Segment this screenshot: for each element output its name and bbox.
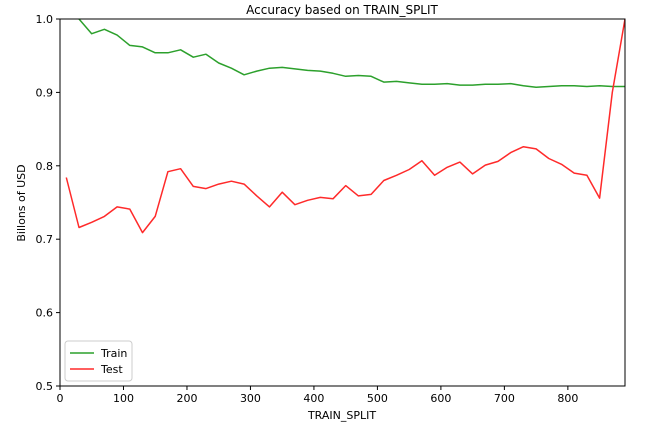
chart-title: Accuracy based on TRAIN_SPLIT: [246, 3, 438, 17]
y-tick-label: 0.5: [36, 380, 54, 393]
axes-frame: [59, 18, 626, 387]
legend-label-test: Test: [100, 363, 123, 376]
y-tick-label: 0.9: [36, 86, 54, 99]
x-tick-label: 200: [176, 392, 197, 405]
y-axis-label: Billons of USD: [15, 164, 28, 241]
x-tick-label: 400: [303, 392, 324, 405]
series-line-test: [65, 19, 625, 234]
y-tick-label: 0.8: [36, 160, 54, 173]
x-tick-label: 500: [367, 392, 388, 405]
legend-box: [64, 340, 133, 382]
x-tick-label: 800: [557, 392, 578, 405]
y-tick-label: 0.7: [36, 233, 54, 246]
x-tick-label: 100: [113, 392, 134, 405]
plot-area: 0 100 200 300 400 500 600 700 800 0.5 0.6 0.7 0.8 0.9…: [36, 13, 626, 405]
legend: Train Test: [64, 340, 133, 382]
x-tick-label: 600: [430, 392, 451, 405]
y-tick-label: 1.0: [36, 13, 54, 26]
x-axis-label: TRAIN_SPLIT: [307, 409, 376, 422]
legend-label-train: Train: [100, 347, 127, 360]
y-tick-label: 0.6: [36, 307, 54, 320]
x-tick-label: 300: [240, 392, 261, 405]
series-line-train: [77, 19, 625, 89]
x-tick-label: 0: [57, 392, 64, 405]
x-tick-label: 700: [494, 392, 515, 405]
